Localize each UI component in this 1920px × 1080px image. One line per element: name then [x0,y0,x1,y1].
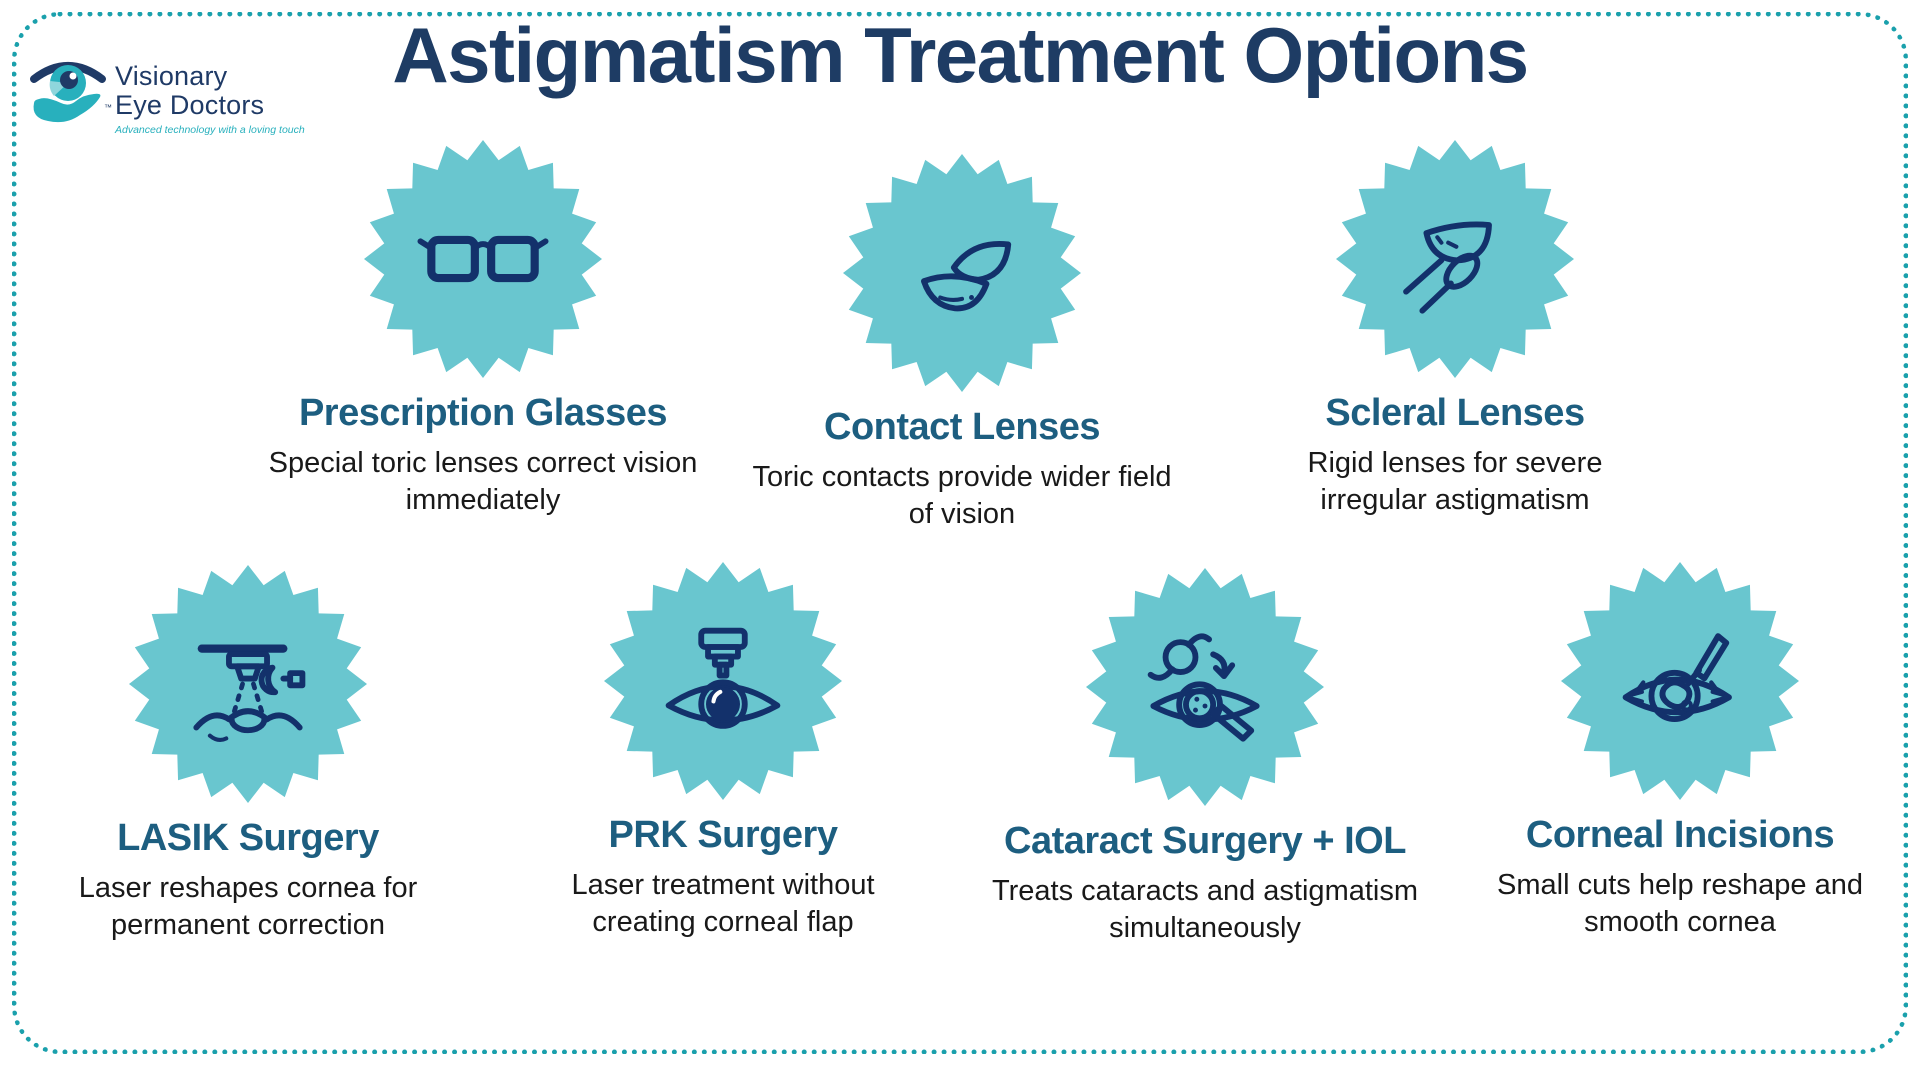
treatment-description: Treats cataracts and astigmatism simulta… [991,875,1419,944]
treatment-card-lasik-surgery: LASIK Surgery Laser reshapes cornea for … [8,565,488,943]
eyeglasses-icon [417,235,549,283]
lens-on-fingertip-icon [1403,221,1492,314]
treatment-card-prescription-glasses: Prescription Glasses Special toric lense… [243,140,723,518]
treatment-title: LASIK Surgery [117,817,379,859]
treatment-description: Laser treatment without creating corneal… [571,869,875,938]
starburst-badge [364,140,602,378]
treatment-title: PRK Surgery [608,814,838,856]
treatment-description: Toric contacts provide wider field of vi… [752,461,1172,530]
starburst-badge [1086,568,1324,806]
logo-tagline: Advanced technology with a loving touch [115,124,305,137]
starburst-badge [129,565,367,803]
treatment-card-cataract-surgery-iol: Cataract Surgery + IOL Treats cataracts … [965,568,1445,946]
laser-machine-over-eye-icon [193,644,306,742]
treatment-title: Contact Lenses [824,406,1100,448]
logo-name-line2: Eye Doctors [115,90,265,121]
logo-name-line1: Visionary [115,61,228,91]
scalpel-on-eye-icon [1622,633,1732,723]
treatment-description: Rigid lenses for severe irregular astigm… [1307,447,1603,516]
treatment-card-scleral-lenses: Scleral Lenses Rigid lenses for severe i… [1215,140,1695,518]
treatment-title: Scleral Lenses [1325,392,1585,434]
starburst-badge [604,562,842,800]
treatment-card-prk-surgery: PRK Surgery Laser treatment without crea… [483,562,963,940]
eye-in-hand-logo-icon: ™ [28,50,112,126]
starburst-badge [1561,562,1799,800]
treatment-title: Prescription Glasses [298,392,668,434]
treatment-card-contact-lenses: Contact Lenses Toric contacts provide wi… [722,154,1202,532]
contact-lenses-icon [920,240,1012,312]
treatment-description: Small cuts help reshape and smooth corne… [1497,869,1863,938]
trademark-symbol: ™ [104,103,112,112]
treatment-title: Cataract Surgery + IOL [1004,820,1406,862]
iol-implant-eye-icon [1147,633,1260,742]
starburst-badge [1336,140,1574,378]
visionary-eye-doctors-logo: ™ Visionary Eye Doctors Advanced technol… [28,50,305,136]
treatment-description: Laser reshapes cornea for permanent corr… [78,872,418,941]
treatment-card-corneal-incisions: Corneal Incisions Small cuts help reshap… [1440,562,1920,940]
treatment-description: Special toric lenses correct vision imme… [268,447,698,516]
page-title: Astigmatism Treatment Options [392,11,1529,99]
laser-nozzle-eye-icon [665,627,781,729]
starburst-badge [843,154,1081,392]
treatment-title: Corneal Incisions [1525,814,1835,856]
